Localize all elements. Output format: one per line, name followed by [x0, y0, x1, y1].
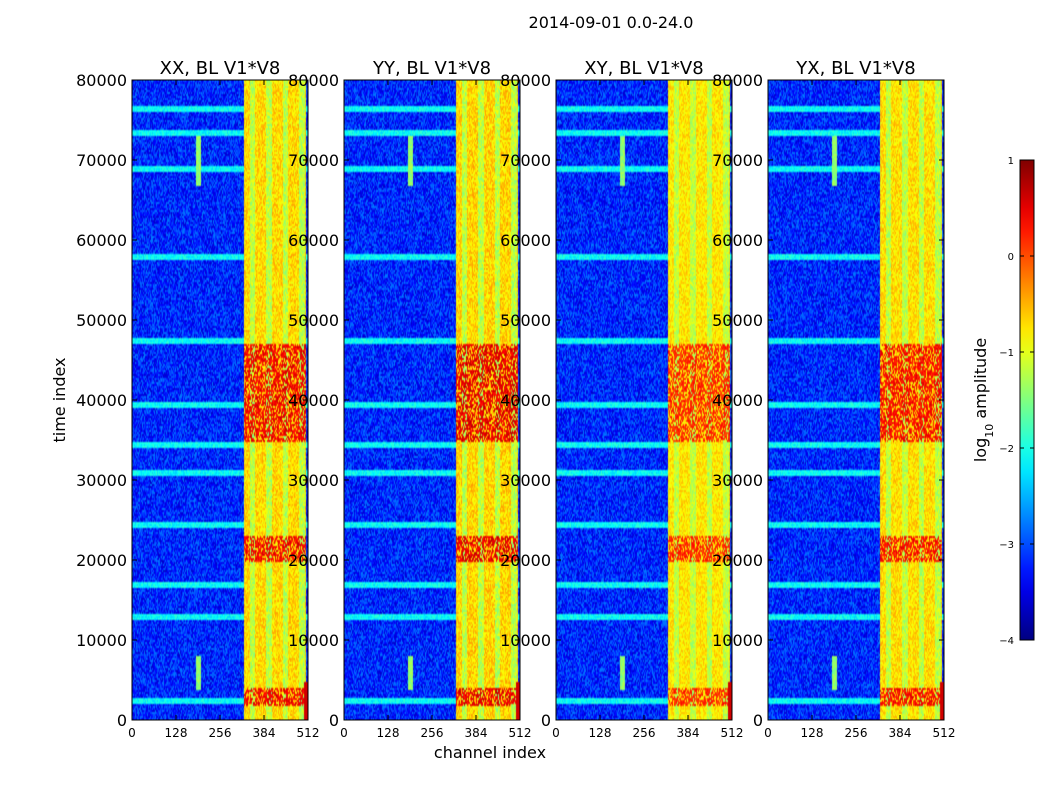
colorbar-bar	[1019, 159, 1035, 641]
x-tick-label: 256	[845, 726, 868, 740]
y-tick-label: 60000	[76, 231, 127, 250]
y-tick-label: 10000	[712, 631, 763, 650]
panel-1: YY, BL V1*V8 0 128 256 384 512 0 10000 20000 3000…	[288, 58, 531, 740]
x-tick-label: 384	[465, 726, 488, 740]
colorbar-tick-label: −4	[999, 636, 1014, 647]
y-tick-label: 0	[117, 711, 127, 730]
x-tick-label: 128	[377, 726, 400, 740]
y-tick-label: 0	[541, 711, 551, 730]
x-tick-label: 128	[165, 726, 188, 740]
y-tick-label: 30000	[712, 471, 763, 490]
x-tick-label: 384	[253, 726, 276, 740]
y-tick-label: 10000	[288, 631, 339, 650]
y-tick-label: 70000	[76, 151, 127, 170]
spectrogram-image	[556, 80, 732, 720]
x-tick-label: 0	[128, 726, 136, 740]
spectrogram-image	[132, 80, 308, 720]
panel-0: XX, BL V1*V8 0 128 256 384 512 0 10000 20000 3000…	[76, 58, 319, 740]
x-tick-label: 384	[677, 726, 700, 740]
y-tick-label: 0	[753, 711, 763, 730]
y-tick-label: 20000	[76, 551, 127, 570]
y-tick-label: 40000	[76, 391, 127, 410]
y-tick-label: 80000	[500, 71, 551, 90]
panel-2: XY, BL V1*V8 0 128 256 384 512 0 10000 20000 3000…	[500, 58, 743, 740]
y-tick-label: 30000	[288, 471, 339, 490]
y-tick-label: 60000	[712, 231, 763, 250]
colorbar-tick-label: −3	[999, 540, 1014, 551]
x-tick-label: 512	[297, 726, 320, 740]
y-tick-label: 40000	[712, 391, 763, 410]
y-tick-label: 30000	[76, 471, 127, 490]
colorbar-tick-label: −1	[999, 348, 1014, 359]
y-tick-label: 70000	[712, 151, 763, 170]
x-tick-label: 512	[933, 726, 956, 740]
y-tick-label: 10000	[76, 631, 127, 650]
panel-3: YX, BL V1*V8 0 128 256 384 512 0 10000 20000 3000…	[712, 58, 955, 740]
x-tick-label: 384	[889, 726, 912, 740]
y-tick-label: 40000	[500, 391, 551, 410]
y-tick-label: 50000	[76, 311, 127, 330]
spectrogram-image	[344, 80, 520, 720]
panel-title: XX, BL V1*V8	[160, 58, 281, 79]
x-tick-label: 256	[209, 726, 232, 740]
y-tick-label: 80000	[288, 71, 339, 90]
spectrogram-image	[768, 80, 944, 720]
y-tick-label: 50000	[500, 311, 551, 330]
panel-title: YX, BL V1*V8	[795, 58, 915, 79]
y-tick-label: 80000	[76, 71, 127, 90]
colorbar-tick-label: −2	[999, 444, 1014, 455]
y-tick-label: 10000	[500, 631, 551, 650]
y-tick-label: 20000	[288, 551, 339, 570]
y-tick-label: 20000	[712, 551, 763, 570]
y-tick-label: 20000	[500, 551, 551, 570]
colorbar-label-log: log	[971, 438, 990, 462]
x-tick-label: 512	[721, 726, 744, 740]
x-axis-label: channel index	[434, 743, 546, 762]
y-tick-label: 50000	[288, 311, 339, 330]
x-tick-label: 512	[509, 726, 532, 740]
y-tick-label: 70000	[500, 151, 551, 170]
colorbar-label-suffix: amplitude	[971, 338, 990, 424]
panel-title: XY, BL V1*V8	[584, 58, 703, 79]
x-tick-label: 0	[552, 726, 560, 740]
x-tick-label: 128	[589, 726, 612, 740]
y-tick-label: 70000	[288, 151, 339, 170]
y-tick-label: 60000	[288, 231, 339, 250]
y-tick-label: 80000	[712, 71, 763, 90]
y-tick-label: 30000	[500, 471, 551, 490]
colorbar: 1 0 −1 −2 −3 −4	[999, 156, 1035, 647]
y-tick-label: 60000	[500, 231, 551, 250]
y-tick-label: 40000	[288, 391, 339, 410]
y-tick-label: 0	[329, 711, 339, 730]
x-tick-label: 0	[764, 726, 772, 740]
x-tick-label: 256	[633, 726, 656, 740]
x-tick-label: 256	[421, 726, 444, 740]
colorbar-label-subscript: 10	[983, 424, 996, 438]
colorbar-tick-label: 1	[1008, 156, 1014, 167]
x-tick-label: 0	[340, 726, 348, 740]
panel-title: YY, BL V1*V8	[372, 58, 491, 79]
colorbar-tick-label: 0	[1008, 252, 1014, 263]
y-tick-label: 50000	[712, 311, 763, 330]
panels-group: XX, BL V1*V8 0 128 256 384 512 0 10000 20000 3000…	[76, 58, 955, 740]
x-tick-label: 128	[801, 726, 824, 740]
figure-title: 2014-09-01 0.0-24.0	[529, 13, 694, 32]
y-axis-label: time index	[50, 357, 69, 442]
colorbar-label: log10 amplitude	[971, 338, 996, 462]
